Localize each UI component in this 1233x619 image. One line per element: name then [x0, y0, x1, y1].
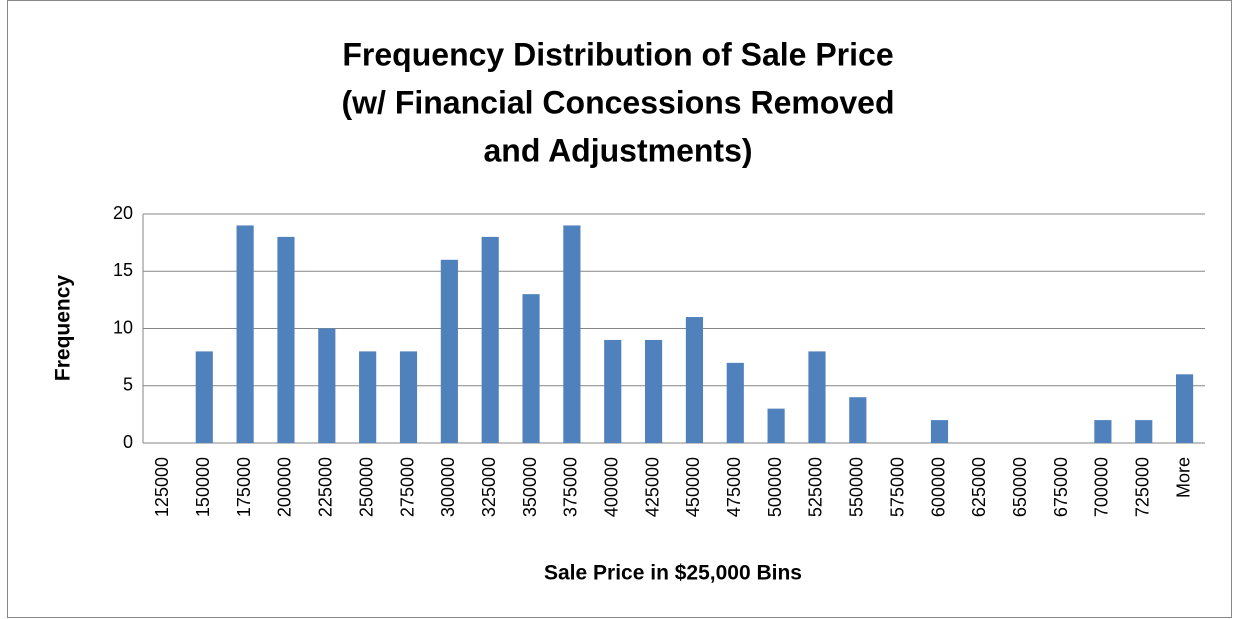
y-axis-title: Frequency [52, 275, 75, 382]
bar [236, 225, 254, 443]
x-tick-label: 175000 [234, 457, 254, 517]
x-tick-label: 725000 [1132, 457, 1152, 517]
x-tick-label: 575000 [887, 457, 907, 517]
x-tick-label: 425000 [642, 457, 662, 517]
bar [849, 397, 867, 443]
x-tick-label: 325000 [479, 457, 499, 517]
bar [195, 351, 213, 443]
bar [318, 328, 336, 443]
x-tick-label: 600000 [928, 457, 948, 517]
bar [767, 408, 785, 443]
y-tick-label: 15 [113, 260, 133, 280]
x-tick-label: 250000 [356, 457, 376, 517]
bar [359, 351, 377, 443]
bar [1094, 420, 1112, 443]
x-tick-label: 475000 [724, 457, 744, 517]
y-tick-label: 5 [123, 375, 133, 395]
y-tick-label: 0 [123, 432, 133, 452]
x-tick-label: 125000 [152, 457, 172, 517]
bar [440, 259, 458, 443]
x-tick-label: 400000 [601, 457, 621, 517]
bar [522, 294, 540, 443]
x-tick-label: 675000 [1051, 457, 1071, 517]
bar [1175, 374, 1194, 443]
y-tick-label: 10 [113, 317, 133, 337]
x-tick-label: 700000 [1092, 457, 1112, 517]
bar [604, 339, 622, 443]
x-tick-label: 275000 [397, 457, 417, 517]
x-tick-label: 225000 [316, 457, 336, 517]
bar [685, 317, 704, 443]
x-tick-label: 200000 [275, 457, 295, 517]
bar [563, 225, 581, 443]
x-tick-label: 350000 [520, 457, 540, 517]
chart-title: Frequency Distribution of Sale Price [342, 36, 893, 72]
x-tick-label: 150000 [193, 457, 213, 517]
bar [399, 351, 418, 443]
chart-title: and Adjustments) [483, 132, 752, 168]
bar [1135, 420, 1153, 443]
x-tick-label: 300000 [438, 457, 458, 517]
x-tick-label: 550000 [847, 457, 867, 517]
bar [277, 236, 295, 443]
chart-border [7, 0, 1232, 618]
x-axis-title: Sale Price in $25,000 Bins [544, 562, 802, 585]
x-tick-label: 500000 [765, 457, 785, 517]
x-tick-label: 450000 [683, 457, 703, 517]
bar [808, 351, 826, 443]
y-tick-label: 20 [113, 203, 133, 223]
bar [930, 420, 949, 443]
x-tick-label: 650000 [1010, 457, 1030, 517]
bar [726, 362, 744, 443]
bar [481, 236, 499, 443]
x-tick-label: 375000 [561, 457, 581, 517]
x-tick-label: More [1173, 457, 1193, 498]
bar [644, 339, 663, 443]
x-tick-label: 525000 [806, 457, 826, 517]
x-tick-label: 625000 [969, 457, 989, 517]
chart-title: (w/ Financial Concessions Removed [341, 84, 894, 120]
